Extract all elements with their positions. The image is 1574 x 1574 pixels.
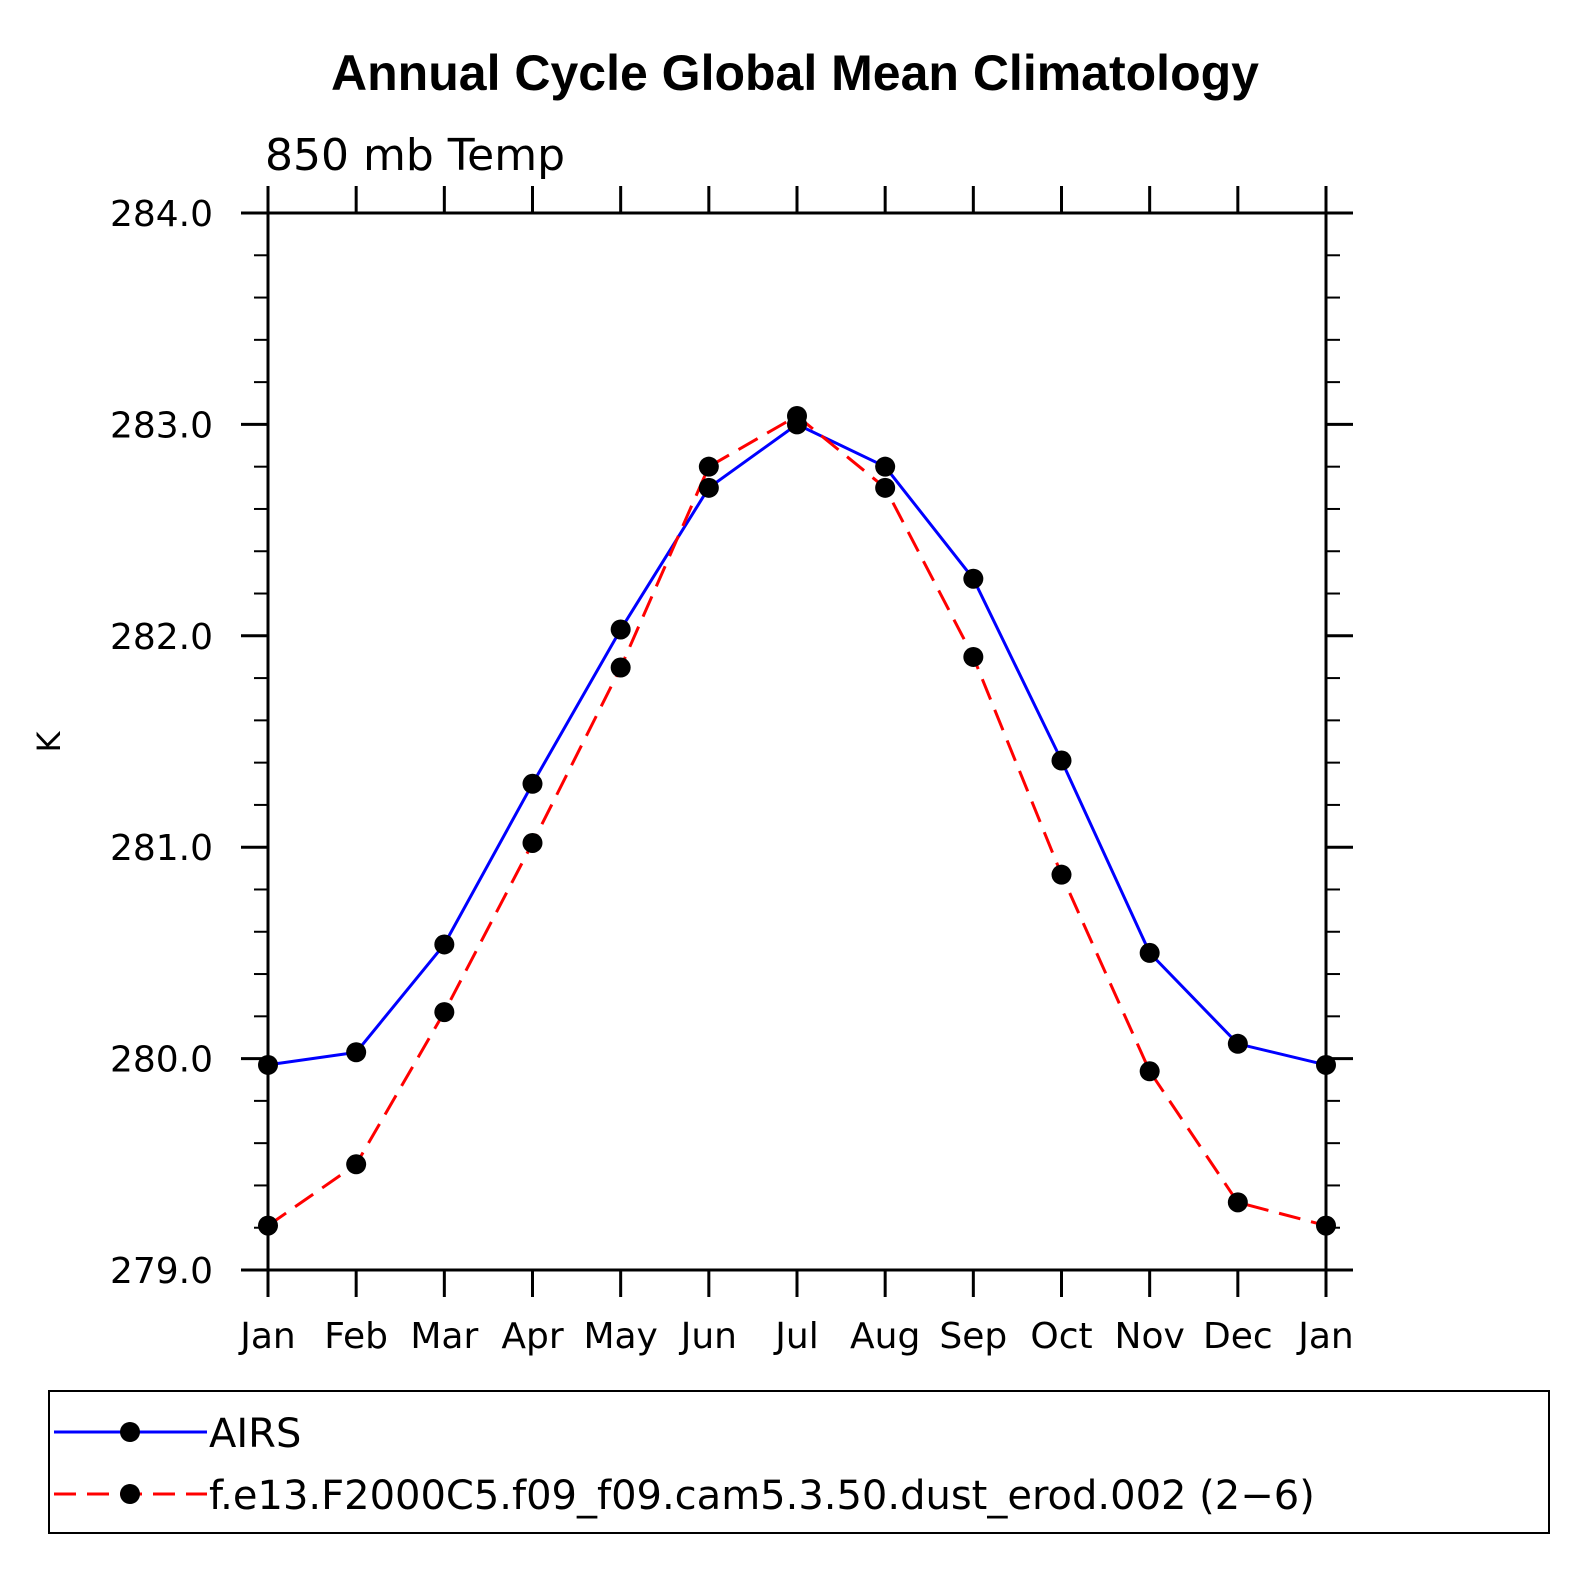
series-1-point <box>963 646 984 667</box>
series-1-point <box>522 832 543 853</box>
x-tick-label: Aug <box>850 1316 920 1357</box>
series-1-point <box>1051 864 1072 885</box>
series-0-point <box>346 1042 367 1063</box>
x-tick-label: Apr <box>501 1316 563 1357</box>
x-tick-label: Nov <box>1115 1316 1185 1357</box>
tick-labels: Jan Feb Mar Apr May Jun Jul Aug Sep Oct Nov Dec Jan 2… <box>110 194 1354 1357</box>
x-tick-label: May <box>583 1316 657 1357</box>
x-tick-label: Feb <box>324 1316 388 1357</box>
series-0-point <box>1051 750 1072 771</box>
series-1-point <box>434 1002 455 1023</box>
series-1-point <box>787 405 807 426</box>
chart-title: Annual Cycle Global Mean Climatology <box>331 45 1259 101</box>
x-tick-label: Mar <box>410 1316 478 1357</box>
legend-box <box>48 1390 1550 1534</box>
plot-frame <box>266 211 1328 1272</box>
series-0-point <box>610 619 631 640</box>
x-tick-label: Sep <box>939 1316 1007 1357</box>
y-tick-label: 284.0 <box>110 194 213 235</box>
series-0-point <box>1227 1033 1248 1054</box>
series-1-point <box>1139 1061 1160 1082</box>
series-1-point <box>698 456 719 477</box>
series-line-1 <box>267 414 1327 1228</box>
series-0-point <box>522 773 543 794</box>
x-tick-label: Dec <box>1203 1316 1273 1357</box>
axis-ticks <box>241 186 1353 1297</box>
legend-label-airs: AIRS <box>209 1411 301 1457</box>
y-tick-label: 281.0 <box>110 828 213 869</box>
x-tick-label: Jul <box>773 1316 818 1357</box>
chart-subtitle: 850 mb Temp <box>265 130 565 181</box>
series-1-point <box>875 477 896 498</box>
series-0-point <box>698 477 719 498</box>
legend: AIRS f.e13.F2000C5.f09_f09.cam5.3.50.dus… <box>48 1390 1550 1534</box>
y-axis-label: K <box>30 730 68 752</box>
series-0-point <box>434 934 455 955</box>
y-tick-label: 282.0 <box>110 617 213 658</box>
series-1-point <box>346 1154 367 1175</box>
series-1-point <box>610 657 631 678</box>
x-tick-label: Jun <box>679 1316 737 1357</box>
legend-marker-model <box>120 1484 140 1504</box>
legend-label-model: f.e13.F2000C5.f09_f09.cam5.3.50.dust_ero… <box>209 1473 1315 1519</box>
series-lines <box>267 414 1327 1228</box>
series-1-point <box>1227 1192 1248 1213</box>
y-tick-label: 279.0 <box>110 1251 213 1292</box>
series-markers <box>258 405 1336 1236</box>
x-tick-label: Oct <box>1030 1316 1092 1357</box>
series-0-point <box>875 456 896 477</box>
legend-marker-airs <box>120 1422 140 1442</box>
x-tick-label: Jan <box>1296 1316 1354 1357</box>
series-0-point <box>1139 942 1160 963</box>
y-tick-label: 283.0 <box>110 405 213 446</box>
x-tick-label: Jan <box>238 1316 296 1357</box>
series-0-point <box>963 568 984 589</box>
series-line-0 <box>267 422 1327 1067</box>
y-tick-label: 280.0 <box>110 1040 213 1081</box>
